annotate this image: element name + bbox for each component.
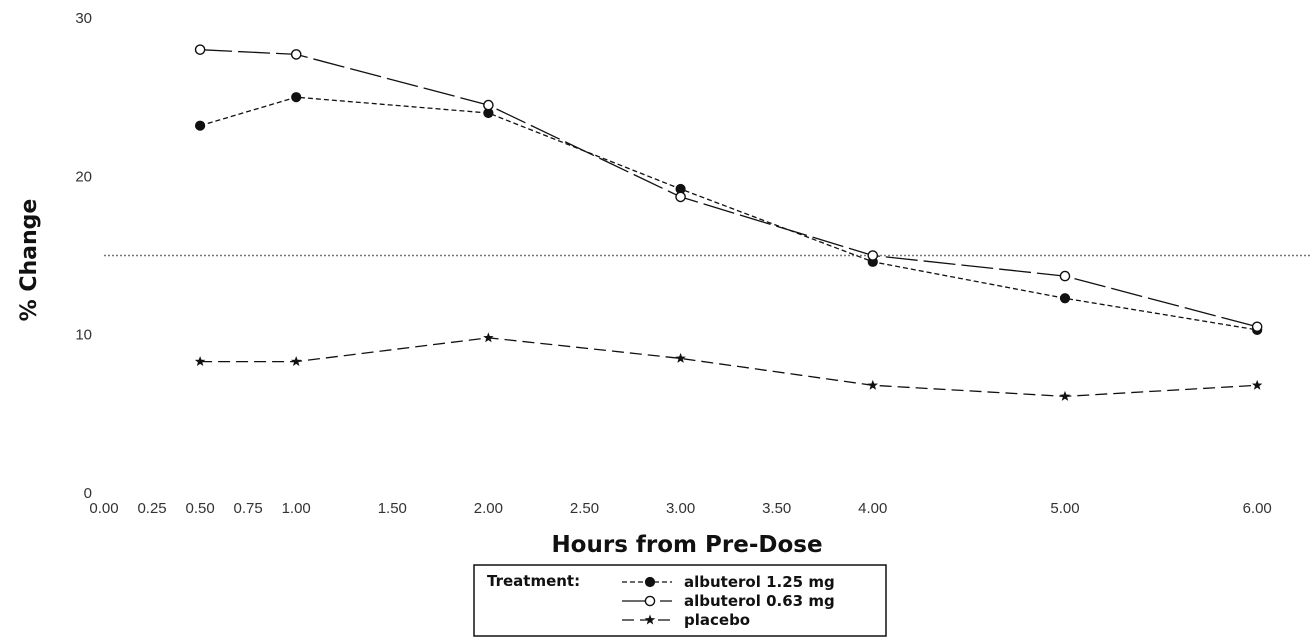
x-tick-label: 6.00 [1243, 500, 1272, 517]
data-point [675, 352, 686, 363]
legend-label: albuterol 1.25 mg [684, 573, 835, 591]
data-point [194, 44, 206, 55]
y-tick-label: 0 [84, 485, 92, 502]
x-tick-label: 4.00 [858, 500, 887, 517]
y-tick-label: 30 [75, 10, 92, 27]
legend-entry: placebo [622, 611, 750, 629]
data-point [194, 120, 206, 131]
data-point [675, 191, 686, 203]
data-point [1059, 390, 1071, 401]
data-point [1251, 379, 1263, 390]
legend-label: albuterol 0.63 mg [684, 592, 835, 610]
series-2 [194, 332, 1263, 401]
data-point [290, 356, 302, 367]
x-tick-label: 0.50 [185, 500, 214, 517]
legend-marker [644, 595, 656, 607]
data-point [290, 49, 302, 60]
x-tick-label: 3.50 [762, 500, 791, 517]
data-point [1059, 293, 1071, 304]
series-line [199, 96, 1258, 331]
y-tick-label: 20 [75, 168, 92, 185]
legend-marker [644, 614, 656, 625]
x-tick-label: 1.50 [378, 500, 407, 517]
x-tick-label: 0.25 [137, 500, 166, 517]
data-point [194, 356, 206, 367]
x-tick-label: 5.00 [1050, 500, 1079, 517]
data-point [1251, 321, 1263, 333]
data-point [1059, 270, 1071, 282]
x-tick-label: 1.00 [282, 500, 311, 517]
data-point [867, 250, 879, 261]
x-tick-label: 0.00 [89, 500, 118, 517]
legend-title: Treatment: [487, 572, 580, 590]
y-axis-title: % Change [17, 199, 42, 322]
legend-marker [644, 576, 656, 588]
series-0 [194, 92, 1263, 336]
x-tick-label: 2.50 [570, 500, 599, 517]
y-tick-label: 10 [75, 327, 92, 344]
x-axis-title: Hours from Pre-Dose [551, 532, 822, 558]
legend-entry: albuterol 0.63 mg [622, 592, 835, 610]
series-line [200, 337, 1258, 398]
x-tick-label: 2.00 [474, 500, 503, 517]
data-point [867, 379, 879, 390]
series-1 [194, 44, 1263, 333]
series-line [200, 49, 1258, 328]
data-point [483, 332, 494, 343]
data-point [291, 92, 302, 103]
y-tick-labels: 0 10 20 30 [75, 10, 92, 502]
legend-box [473, 564, 887, 637]
data-point [483, 99, 494, 111]
x-tick-labels: 0.00 0.25 0.50 0.75 1.00 1.50 2.00 2.50 3.00 3.50… [89, 500, 1271, 517]
legend-label: placebo [684, 611, 750, 629]
series-layer [194, 44, 1263, 401]
x-tick-label: 0.75 [234, 500, 263, 517]
x-tick-label: 3.00 [666, 500, 695, 517]
legend-entry: albuterol 1.25 mg [622, 573, 835, 591]
